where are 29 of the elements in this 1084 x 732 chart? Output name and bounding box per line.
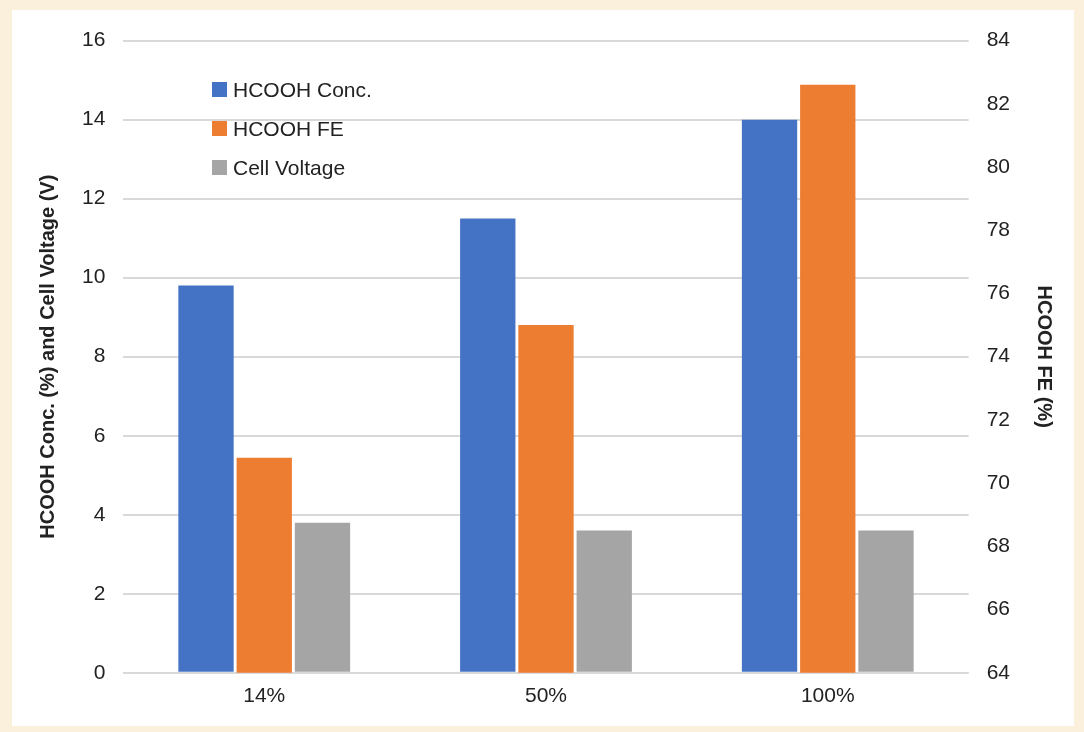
y2-tick-label: 66 xyxy=(986,596,1010,620)
y-tick-label: 10 xyxy=(82,264,106,288)
y2-axis-title: HCOOH FE (%) xyxy=(1034,285,1057,428)
y2-tick-label: 76 xyxy=(986,280,1010,304)
y2-tick-label: 74 xyxy=(986,343,1011,367)
y2-tick-label: 68 xyxy=(986,533,1010,557)
y2-tick-label: 64 xyxy=(986,659,1011,683)
y-tick-label: 4 xyxy=(93,501,106,525)
y2-tick-label: 82 xyxy=(986,90,1010,114)
x-tick-label: 50% xyxy=(524,683,568,707)
y-tick-label: 2 xyxy=(93,580,106,604)
legend-label: HCOOH Conc. xyxy=(233,77,372,103)
legend-label: HCOOH FE xyxy=(233,116,344,142)
legend-label: Cell Voltage xyxy=(233,155,346,181)
x-tick-label: 14% xyxy=(243,683,286,707)
x-tick-label: 100% xyxy=(800,683,855,707)
y2-tick-label: 84 xyxy=(986,27,1011,51)
y2-tick-label: 78 xyxy=(986,217,1010,241)
y-tick-label: 16 xyxy=(82,27,106,51)
y-tick-label: 0 xyxy=(93,659,106,683)
bar xyxy=(858,530,914,672)
y-tick-label: 12 xyxy=(82,185,106,209)
y2-tick-label: 70 xyxy=(986,469,1010,493)
y-tick-label: 6 xyxy=(93,422,106,446)
y-tick-label: 8 xyxy=(93,343,106,367)
y2-tick-label: 80 xyxy=(986,153,1010,177)
y-axis-title: HCOOH Conc. (%) and Cell Voltage (V) xyxy=(35,174,58,539)
y-tick-label: 14 xyxy=(82,106,106,130)
y2-tick-label: 72 xyxy=(986,406,1010,430)
